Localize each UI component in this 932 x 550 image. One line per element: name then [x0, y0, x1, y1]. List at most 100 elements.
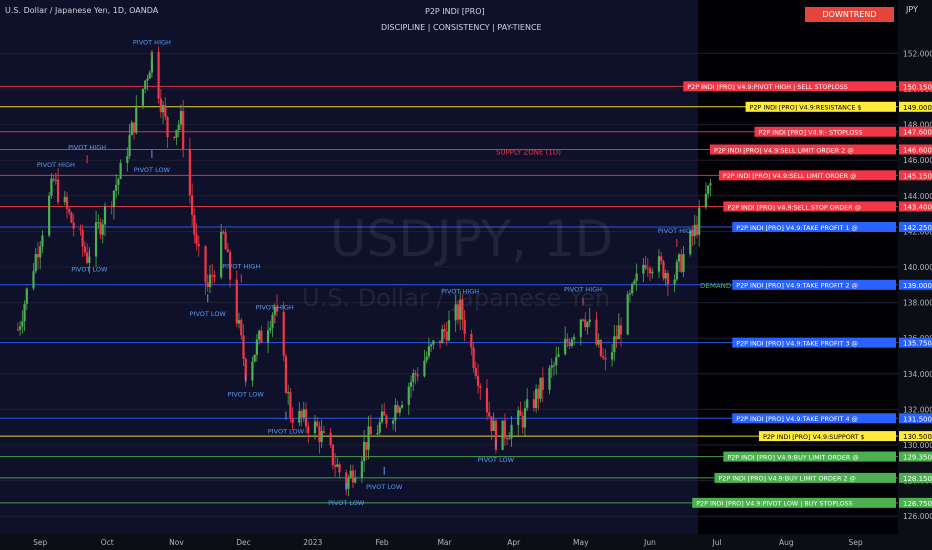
candle-body — [566, 338, 569, 343]
candle-body — [300, 411, 303, 418]
candle-body — [191, 195, 194, 215]
candle-body — [548, 367, 551, 390]
candle-body — [519, 410, 522, 416]
candle-body — [472, 347, 475, 368]
candle-body — [423, 360, 426, 377]
candle-body — [555, 356, 558, 366]
candle-body — [581, 319, 585, 321]
candle-body — [157, 52, 160, 99]
candle-body — [101, 224, 104, 235]
candle-body — [400, 404, 404, 408]
candle-body — [642, 264, 645, 274]
candle-body — [193, 214, 196, 235]
pivot-label: PIVOT LOW — [134, 166, 171, 174]
candle-body — [235, 279, 238, 324]
candle-body — [503, 420, 506, 439]
downtrend-button[interactable]: DOWNTREND — [805, 7, 894, 22]
candle-body — [474, 367, 477, 376]
candle-body — [224, 232, 227, 250]
candle-body — [443, 329, 446, 332]
candle-body — [595, 319, 598, 345]
candle-body — [385, 415, 388, 424]
candle-body — [282, 311, 285, 357]
candle-body — [313, 421, 317, 434]
candle-body — [179, 110, 183, 125]
candle-body — [275, 306, 279, 312]
candle-body — [204, 246, 207, 283]
candle-body — [72, 222, 75, 229]
pivot-label: PIVOT LOW — [328, 499, 365, 507]
time-axis[interactable] — [0, 534, 932, 550]
candle-body — [599, 339, 603, 357]
candle-body — [666, 272, 670, 285]
candle-body — [128, 135, 131, 157]
candle-body — [258, 330, 261, 340]
pivot-label: PIVOT LOW — [268, 428, 305, 436]
candle-body — [240, 320, 243, 336]
pivot-label: PIVOT HIGH — [256, 304, 294, 312]
candle-body — [508, 438, 511, 440]
grid — [0, 52, 898, 517]
candle-body — [226, 249, 229, 252]
candle-body — [432, 340, 435, 345]
candle-body — [550, 365, 553, 368]
pivot-label: PIVOT LOW — [228, 390, 265, 398]
candle-body — [376, 432, 379, 435]
candle-body — [704, 193, 707, 208]
candle-body — [347, 477, 350, 489]
candle-body — [83, 246, 86, 253]
candle-body — [119, 162, 122, 180]
candle-body — [407, 386, 410, 405]
candle-body — [354, 477, 357, 483]
candle-body — [615, 336, 618, 340]
candle-body — [266, 330, 270, 343]
candle-body — [572, 336, 576, 340]
candle-body — [52, 178, 55, 181]
pivot-label: PIVOT LOW — [190, 310, 227, 318]
candle-body — [222, 231, 225, 233]
candle-body — [260, 330, 263, 343]
candle-body — [392, 420, 395, 424]
candles — [16, 46, 712, 497]
candle-body — [65, 196, 69, 209]
watermark-symbol: USDJPY, 1D — [330, 210, 614, 268]
candle-body — [479, 386, 482, 389]
candle-body — [709, 183, 712, 186]
candle-body — [568, 342, 571, 347]
candle-body — [271, 314, 274, 328]
candle-body — [228, 251, 232, 280]
price-axis[interactable] — [898, 0, 932, 534]
candle-body — [25, 288, 28, 304]
candle-body — [398, 407, 401, 413]
candle-body — [501, 420, 504, 450]
candle-body — [628, 293, 632, 295]
candle-body — [360, 461, 363, 478]
candle-body — [633, 280, 636, 284]
pivot-label: PIVOT HIGH — [564, 286, 602, 294]
candle-body — [50, 178, 53, 196]
candle-body — [463, 319, 466, 334]
candle-body — [81, 230, 84, 247]
watermark-name: U.S. Dollar / Japanese Yen — [302, 284, 611, 312]
candle-body — [494, 420, 498, 450]
candle-body — [255, 339, 258, 355]
candle-body — [409, 381, 413, 387]
candle-body — [675, 261, 678, 280]
candle-body — [693, 224, 696, 237]
candle-body — [485, 388, 489, 413]
pivot-label: PIVOT HIGH — [441, 287, 479, 295]
candle-body — [298, 411, 301, 423]
candle-body — [94, 222, 98, 257]
candle-body — [476, 375, 480, 387]
candle-body — [367, 426, 370, 450]
symbol-title: U.S. Dollar / Japanese Yen, 1D, OANDA — [5, 6, 159, 15]
candle-body — [459, 299, 462, 320]
candle-body — [322, 431, 326, 433]
candle-body — [579, 319, 582, 337]
candle-body — [39, 246, 42, 258]
candle-body — [287, 392, 290, 394]
candle-body — [302, 409, 305, 418]
candle-body — [206, 282, 209, 287]
